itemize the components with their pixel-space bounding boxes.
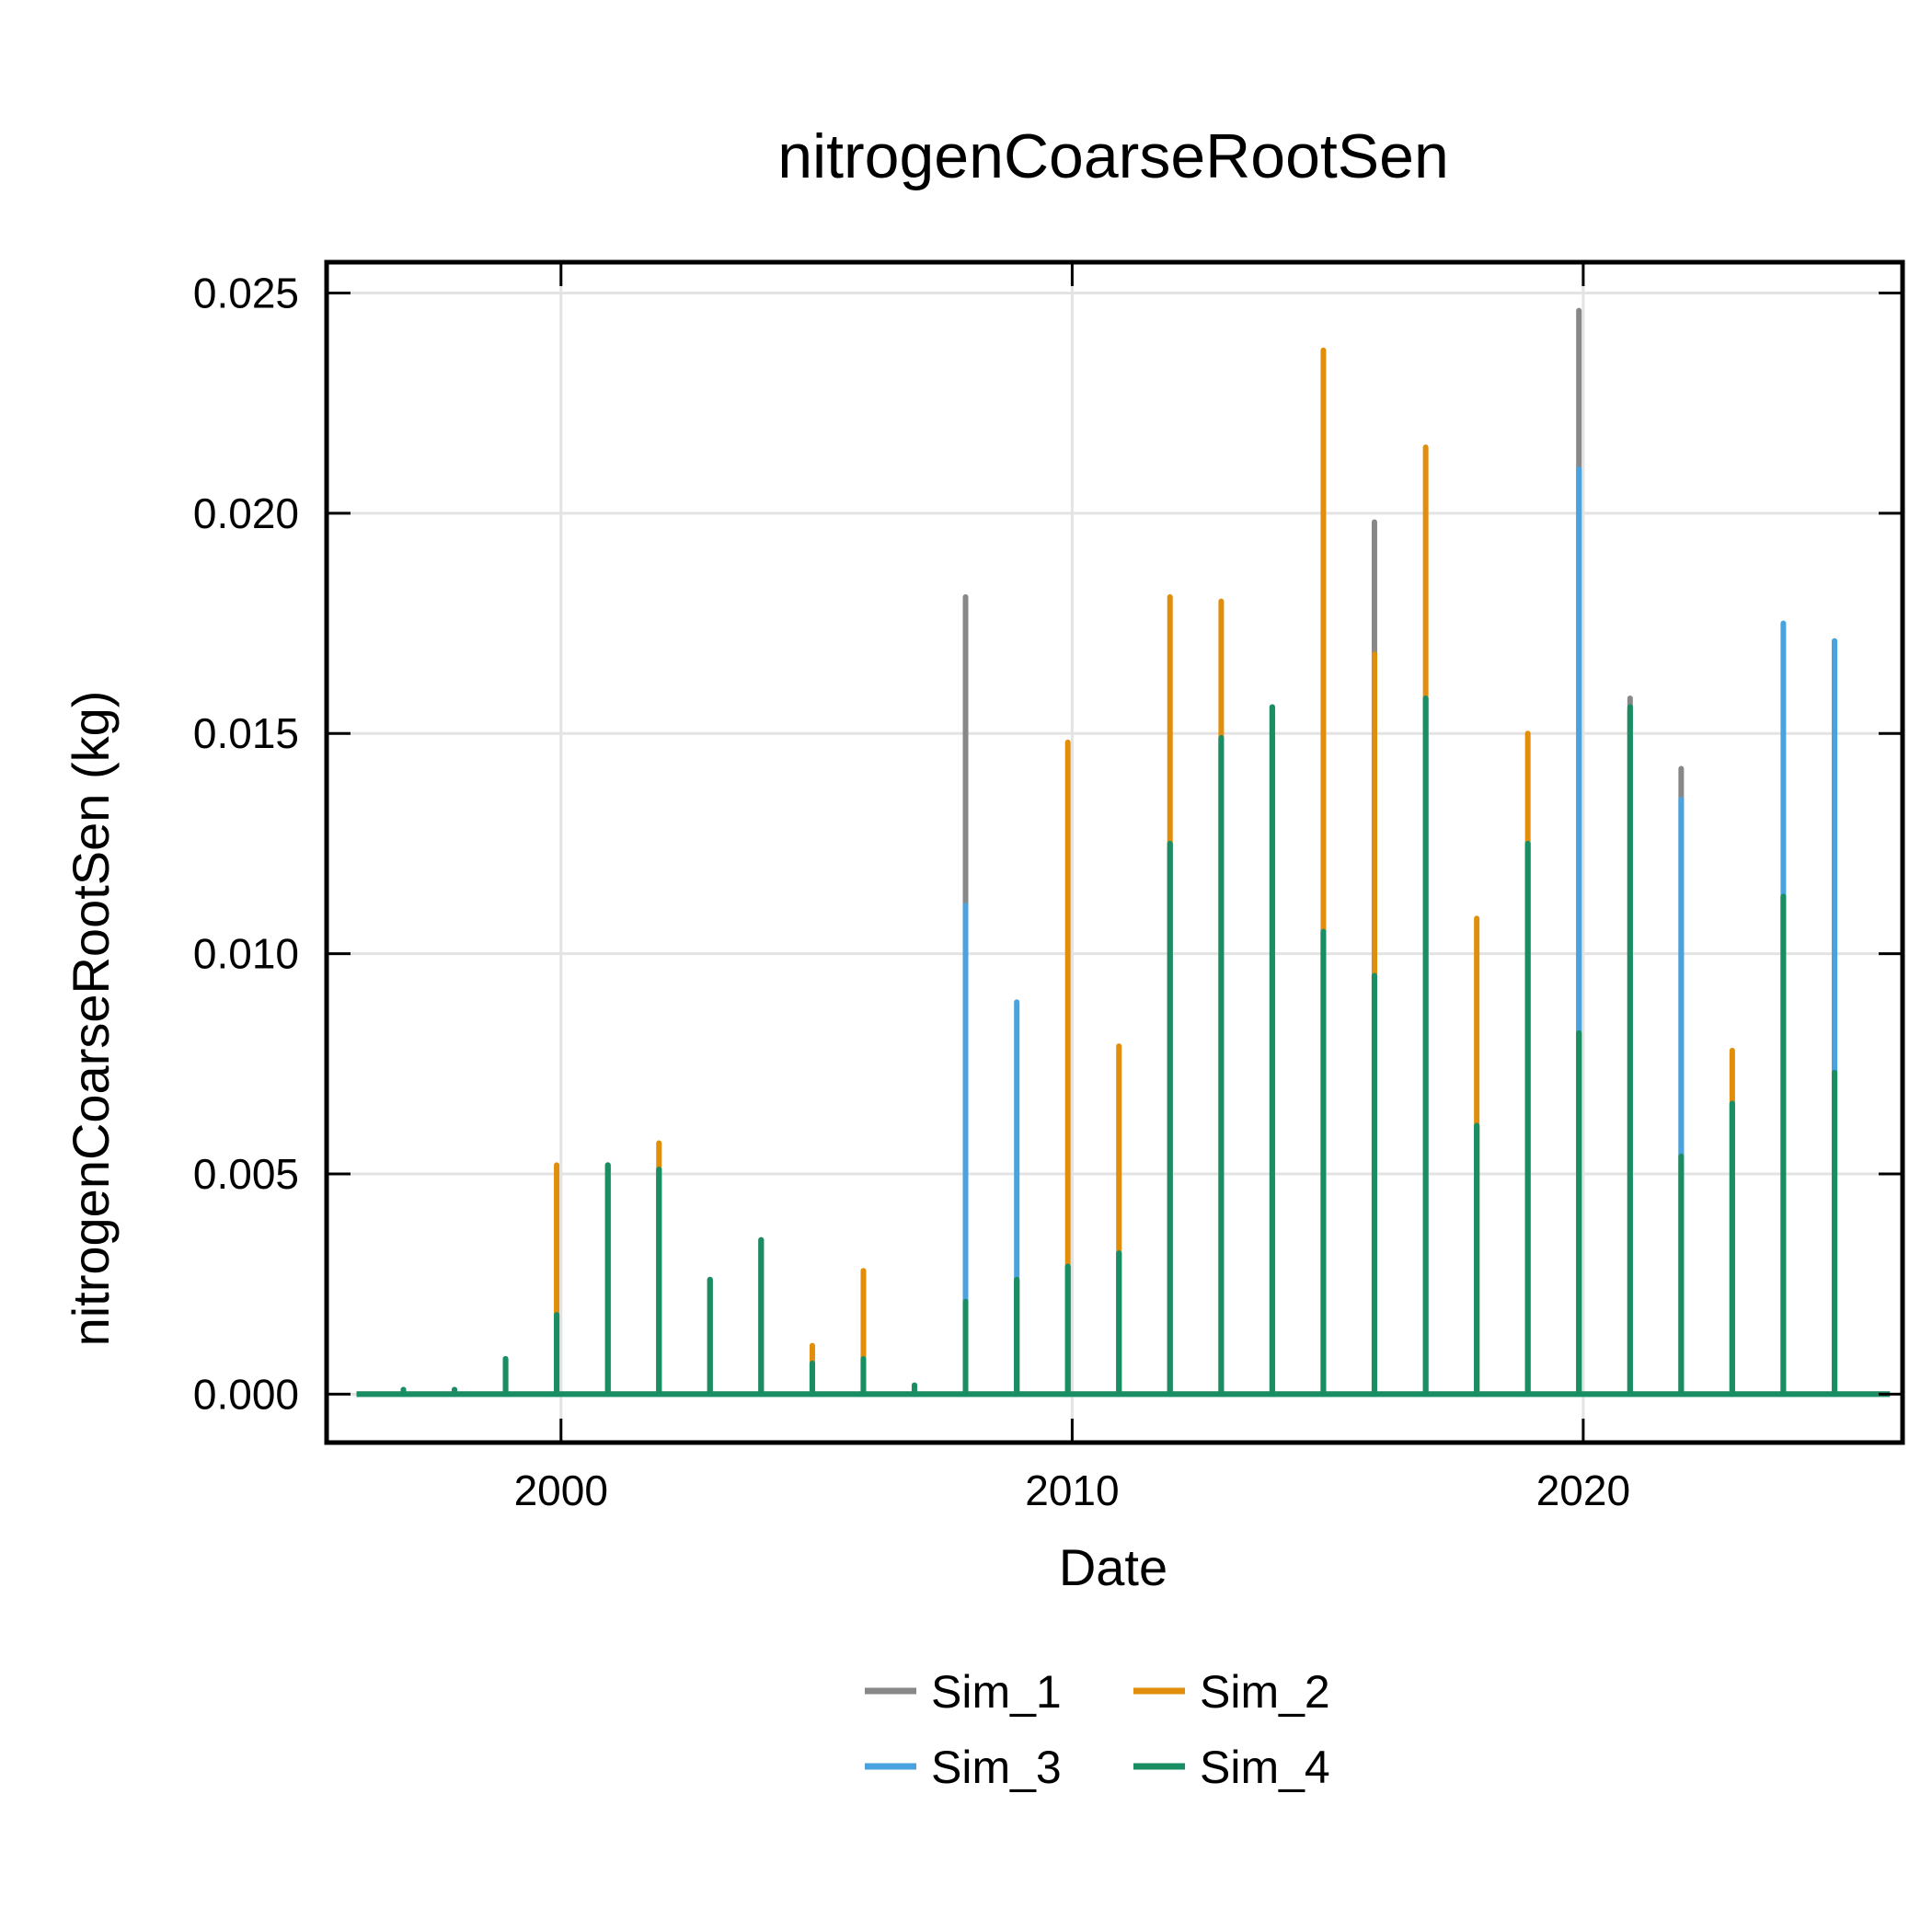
legend-item: Sim_2 [1133, 1666, 1330, 1718]
y-tick-label: 0.000 [193, 1370, 299, 1418]
legend-item: Sim_4 [1133, 1742, 1330, 1793]
legend: Sim_1 Sim_2 Sim_3 Sim_4 [865, 1666, 1330, 1793]
series-sim-2 [356, 347, 1891, 1397]
grid [327, 262, 1903, 1443]
series-sim-4 [356, 695, 1891, 1397]
legend-item: Sim_1 [865, 1666, 1062, 1718]
x-tick-label: 2010 [1025, 1466, 1119, 1514]
y-tick-label: 0.015 [193, 709, 299, 757]
x-tick-label: 2000 [514, 1466, 608, 1514]
legend-label: Sim_2 [1200, 1666, 1330, 1718]
x-tick-label: 2020 [1536, 1466, 1630, 1514]
y-tick-label: 0.025 [193, 270, 299, 317]
y-axis-label: nitrogenCoarseRootSen (kg) [62, 691, 120, 1347]
plot-frame [324, 259, 1905, 1445]
x-axis-label: Date [1059, 1538, 1167, 1596]
legend-item: Sim_3 [865, 1742, 1062, 1793]
ticks: 2000 2010 2020 0.000 0.005 0.010 0.015 0.020 0.0… [193, 262, 1903, 1514]
plot-area: 2000 2010 2020 0.000 0.005 0.010 0.015 0.020 0.0… [193, 259, 1905, 1514]
series-layer [356, 307, 1891, 1397]
legend-label: Sim_3 [931, 1742, 1062, 1793]
chart-title: nitrogenCoarseRootSen [777, 121, 1449, 191]
legend-label: Sim_1 [931, 1666, 1062, 1718]
legend-label: Sim_4 [1200, 1742, 1330, 1793]
series-sim-1 [356, 307, 1891, 1397]
y-tick-label: 0.020 [193, 489, 299, 537]
y-tick-label: 0.010 [193, 930, 299, 978]
series-sim-3 [356, 466, 1891, 1397]
y-tick-label: 0.005 [193, 1150, 299, 1198]
